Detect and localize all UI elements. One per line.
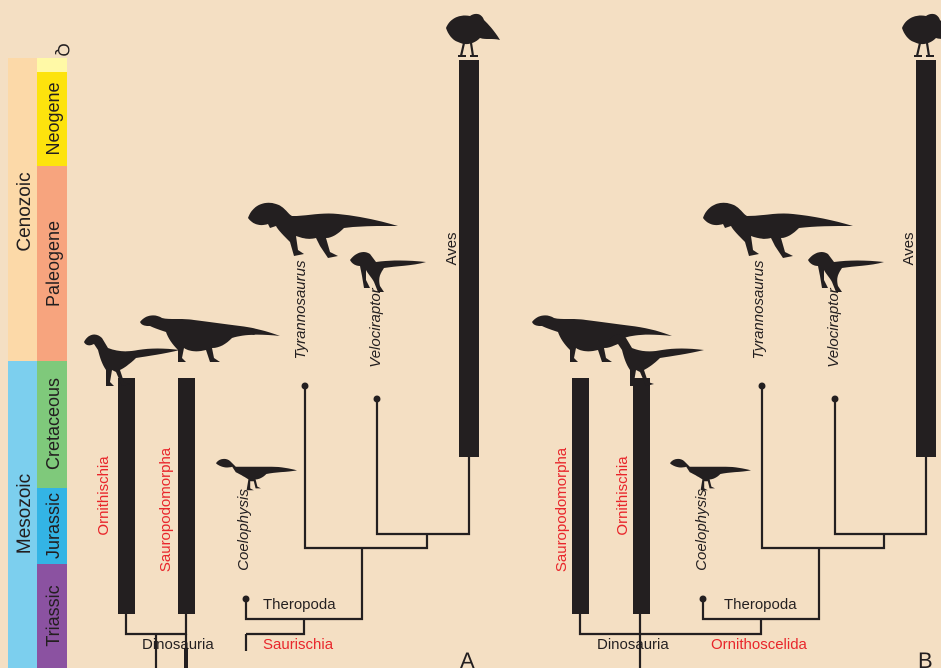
ornithischian-silhouette-b: [608, 334, 704, 386]
branch-saurischia-join: [246, 619, 306, 636]
root-stub-a: [184, 648, 188, 668]
branch-b-tyrannosauroid: [760, 386, 886, 550]
period-neogene-label: Neogene: [43, 82, 63, 155]
clade-label-b-theropoda: Theropoda: [724, 596, 797, 613]
clade-label-b-dinosauria: Dinosauria: [597, 636, 669, 653]
taxon-label-b-t6: Aves: [900, 232, 917, 265]
coelophysis-silhouette-a: [216, 458, 297, 491]
era-cenozoic-label: Cenozoic: [14, 172, 35, 251]
period-paleogene-bar: [37, 166, 67, 361]
branch-dinosauria-left: [124, 614, 188, 636]
taxon-label-b-t4: Tyrannosaurus: [750, 260, 767, 359]
clade-label-a-theropoda: Theropoda: [263, 596, 336, 613]
taxon-label-a-t4: Tyrannosaurus: [292, 260, 309, 359]
clade-label-a-dinosauria: Dinosauria: [142, 636, 214, 653]
era-cenozoic-bar: [8, 58, 37, 361]
period-q-label: Q: [54, 43, 73, 56]
branch-paraves: [375, 399, 471, 536]
panel-a-tree: Ornithischia Sauropodomorpha Coelophysis…: [84, 12, 502, 668]
panel-b-tree: Sauropodomorpha Ornithischia Coelophysis…: [532, 12, 941, 668]
bar-b-t2: [633, 378, 650, 614]
velociraptor-silhouette-a: [350, 252, 426, 292]
branch-b-ornithoscelida-left: [578, 614, 642, 636]
period-cretaceous-label: Cretaceous: [43, 378, 63, 470]
coelophysis-silhouette-b: [670, 458, 751, 491]
taxon-label-a-t2: Sauropodomorpha: [157, 447, 174, 572]
taxon-label-a-t1: Ornithischia: [95, 456, 112, 536]
bar-sauropodomorpha: [178, 378, 195, 614]
tyrannosaurus-silhouette-a: [248, 202, 398, 258]
aves-silhouette-b: [900, 12, 941, 58]
period-triassic-bar: [37, 564, 67, 668]
period-neogene-bar: [37, 72, 67, 166]
period-paleogene-label: Paleogene: [43, 221, 63, 307]
period-cretaceous-bar: [37, 361, 67, 488]
taxon-label-a-t5: Velociraptor: [367, 287, 384, 367]
period-jurassic-bar: [37, 488, 67, 564]
branch-b-paraves: [833, 399, 928, 536]
bar-aves: [459, 60, 479, 457]
taxon-label-b-t5: Velociraptor: [825, 287, 842, 367]
period-q-bar: [37, 58, 67, 72]
era-cenozoic: Cenozoic: [8, 58, 37, 361]
clade-label-b-inner: Ornithoscelida: [711, 636, 808, 653]
era-mesozoic: Mesozoic: [8, 361, 37, 668]
tyrannosaurus-silhouette-b: [703, 202, 853, 258]
taxon-label-b-t2: Ornithischia: [614, 456, 631, 536]
taxon-label-b-t3: Coelophysis: [693, 489, 710, 571]
aves-silhouette-a: [444, 12, 502, 58]
panel-label-a: A: [460, 648, 475, 668]
panel-label-b: B: [918, 648, 933, 668]
taxon-label-b-t1: Sauropodomorpha: [553, 447, 570, 572]
bar-b-aves: [916, 60, 936, 457]
taxon-label-a-t6: Aves: [443, 232, 460, 265]
clade-label-a-inner: Saurischia: [263, 636, 334, 653]
era-mesozoic-label: Mesozoic: [14, 474, 35, 554]
sauropodomorph-silhouette-a: [140, 315, 280, 362]
branch-b-join: [640, 619, 763, 636]
bar-b-t1: [572, 378, 589, 614]
era-mesozoic-bar: [8, 361, 37, 668]
bar-ornithischia: [118, 378, 135, 614]
taxon-label-a-t3: Coelophysis: [235, 489, 252, 571]
geologic-timescale: Cenozoic Mesozoic Q Neogene Paleogene Cr…: [8, 43, 73, 668]
velociraptor-silhouette-b: [808, 252, 884, 292]
branch-tyrannosauroid: [303, 386, 429, 550]
period-jurassic-label: Jurassic: [43, 493, 63, 559]
period-triassic-label: Triassic: [43, 585, 63, 646]
